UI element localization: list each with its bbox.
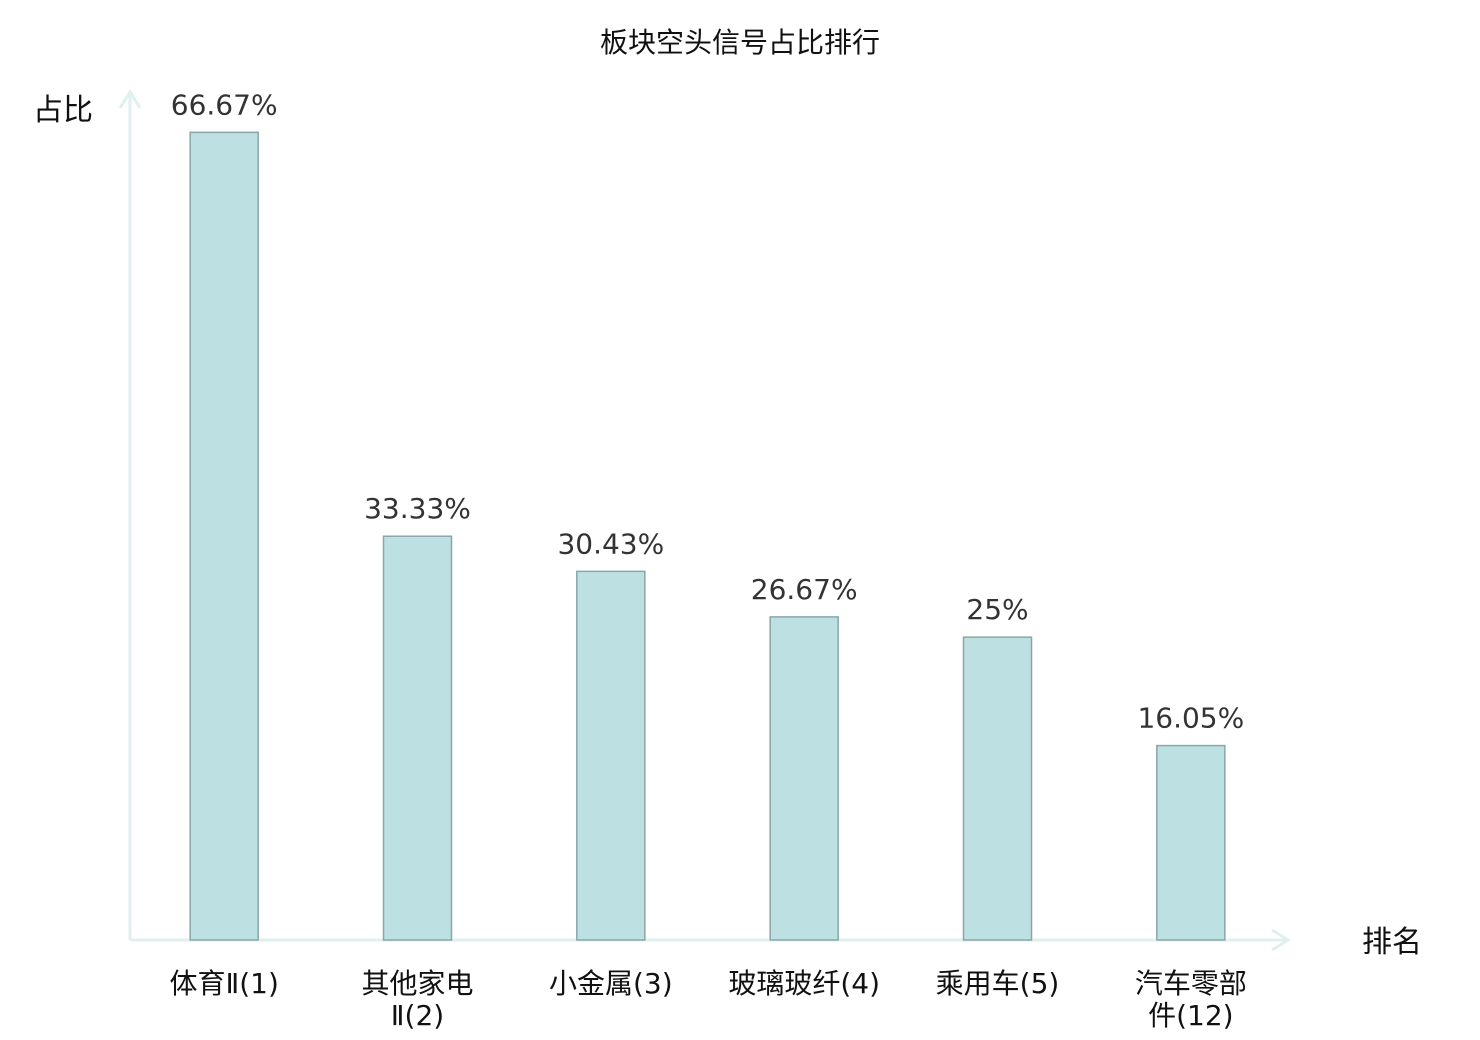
- bar-1: [189, 131, 259, 941]
- bar-6: [1156, 744, 1226, 941]
- bar-3: [576, 570, 646, 941]
- bar-2: [382, 535, 453, 941]
- category-label-5-line-1: 乘用车(5): [936, 967, 1060, 1000]
- x-axis-title: 排名: [1362, 925, 1422, 960]
- category-label-2-line-1: 其他家电: [361, 967, 473, 1000]
- chart-title: 板块空头信号占比排行: [600, 26, 880, 59]
- y-axis-title: 占比: [33, 93, 93, 128]
- value-labels-group: 66.67% 33.33% 30.43% 26.67% 25% 16.05%: [171, 88, 1244, 734]
- category-label-1-line-1: 体育Ⅱ(1): [169, 967, 278, 1000]
- x-axis-arrow: [1271, 928, 1291, 952]
- y-axis: [118, 89, 142, 940]
- bars-group: [189, 131, 1226, 941]
- bar-5: [962, 636, 1033, 941]
- category-label-6-line-2: 件(12): [1148, 999, 1233, 1032]
- category-label-6-line-1: 汽车零部: [1135, 967, 1247, 1000]
- category-label-4-line-1: 玻璃玻纤(4): [728, 967, 880, 1000]
- value-label-6: 16.05%: [1137, 702, 1244, 735]
- value-label-3: 30.43%: [557, 527, 664, 560]
- bar-4: [769, 616, 839, 941]
- value-label-5: 25%: [966, 593, 1028, 626]
- x-axis: [130, 928, 1291, 952]
- value-label-4: 26.67%: [751, 573, 858, 606]
- value-label-1: 66.67%: [171, 88, 278, 121]
- value-label-2: 33.33%: [364, 492, 471, 525]
- category-label-3-line-1: 小金属(3): [549, 967, 673, 1000]
- y-axis-arrow: [118, 89, 142, 109]
- category-label-2-line-2: Ⅱ(2): [391, 999, 444, 1032]
